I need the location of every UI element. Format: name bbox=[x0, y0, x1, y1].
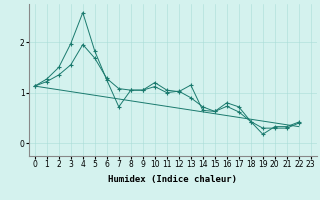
X-axis label: Humidex (Indice chaleur): Humidex (Indice chaleur) bbox=[108, 175, 237, 184]
